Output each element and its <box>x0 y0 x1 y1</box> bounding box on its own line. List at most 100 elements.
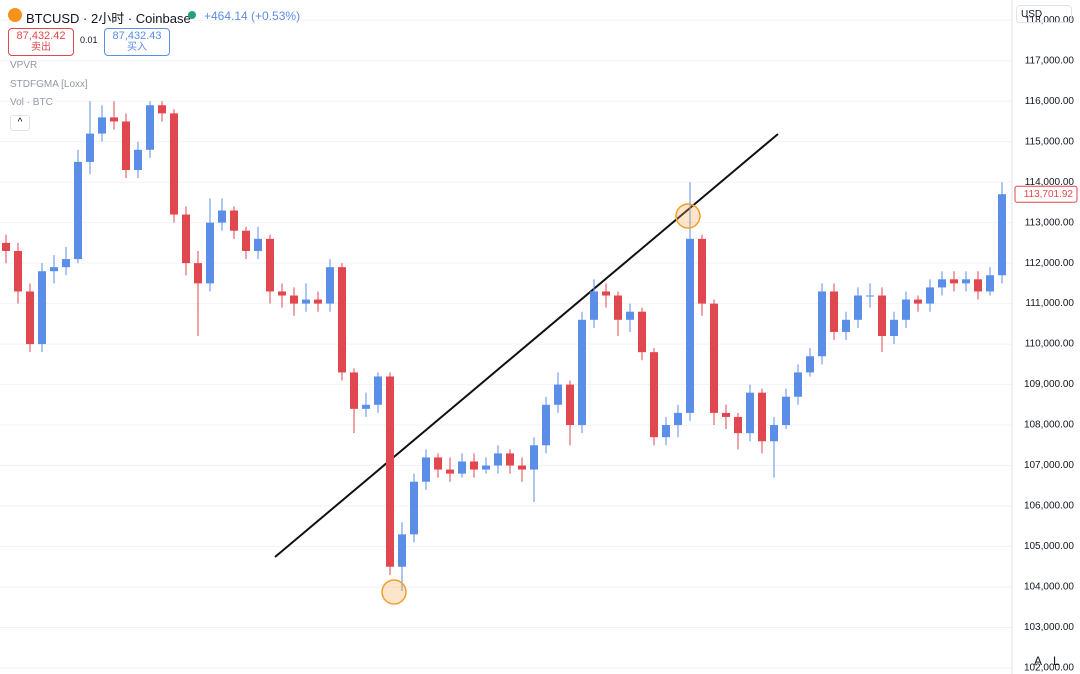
candle-body <box>146 105 154 150</box>
collapse-button[interactable]: ^ <box>10 115 30 131</box>
indicator[interactable]: STDFGMA [Loxx] <box>10 79 88 90</box>
y-tick-label: 113,000.00 <box>1025 217 1075 228</box>
candle-body <box>518 465 526 470</box>
log-button[interactable]: L <box>1053 654 1060 668</box>
candle-body <box>638 311 646 353</box>
last-price-tag <box>1014 185 1078 203</box>
candle-body <box>890 319 898 336</box>
candle-body <box>206 222 214 284</box>
buy-label: 买入 <box>127 42 147 53</box>
trend-line <box>274 133 779 558</box>
candle-body <box>50 267 58 272</box>
candle-body <box>422 457 430 482</box>
candle-body <box>830 291 838 332</box>
y-tick-label: 111,000.00 <box>1025 298 1074 309</box>
candle-body <box>314 299 322 304</box>
candle-body <box>194 263 202 284</box>
candle-body <box>86 133 94 162</box>
candle-body <box>158 105 166 114</box>
candle-body <box>134 149 142 171</box>
y-tick-label: 118,000.00 <box>1025 15 1075 26</box>
candle-body <box>578 319 586 426</box>
candle-body <box>770 425 778 442</box>
candle-body <box>182 214 190 264</box>
candle-body <box>686 238 694 413</box>
candle-body <box>110 117 118 122</box>
candle-body <box>902 299 910 320</box>
buy-button[interactable]: 87,432.43 买入 <box>104 28 170 56</box>
symbol[interactable]: BTCUSD · 2小时 · Coinbase <box>26 11 191 26</box>
candle-body <box>482 465 490 470</box>
candle-body <box>566 384 574 426</box>
candle-body <box>662 425 670 438</box>
candle-body <box>866 295 874 297</box>
candle-body <box>974 279 982 292</box>
y-tick-label: 114,000.00 <box>1025 177 1075 188</box>
candle-body <box>554 384 562 405</box>
candle-body <box>914 299 922 304</box>
candle-body <box>98 117 106 134</box>
candle-body <box>254 238 262 251</box>
candle-body <box>374 376 382 405</box>
candle-body <box>962 279 970 284</box>
candle-body <box>62 259 70 268</box>
candle-body <box>326 267 334 304</box>
status-dot <box>188 11 196 19</box>
change: +464.14 (+0.53%) <box>204 9 301 23</box>
candle-body <box>842 319 850 332</box>
candle-body <box>530 445 538 470</box>
indicator[interactable]: Vol · BTC <box>10 97 53 108</box>
candle-body <box>170 113 178 215</box>
y-tick-label: 108,000.00 <box>1024 420 1074 431</box>
candle-body <box>878 295 886 336</box>
sell-button[interactable]: 87,432.42 卖出 <box>8 28 74 56</box>
highlight-circle <box>675 203 701 229</box>
y-tick-label: 117,000.00 <box>1025 55 1075 66</box>
candle-body <box>278 291 286 296</box>
candle-body <box>626 311 634 320</box>
y-tick-label: 107,000.00 <box>1024 460 1074 471</box>
candle-body <box>350 372 358 409</box>
candle-body <box>362 404 370 409</box>
candle-body <box>218 210 226 223</box>
candle-body <box>698 238 706 304</box>
candle-body <box>38 271 46 345</box>
candle-body <box>854 295 862 320</box>
candle-body <box>506 453 514 466</box>
spread: 0.01 <box>80 35 98 45</box>
last-price-label: 113,701.92 <box>1024 189 1074 200</box>
auto-button[interactable]: A <box>1034 654 1043 668</box>
candle-body <box>590 291 598 320</box>
y-tick-label: 103,000.00 <box>1024 622 1074 633</box>
candle-body <box>710 303 718 413</box>
candle-body <box>458 461 466 474</box>
candle-body <box>950 279 958 284</box>
candle-body <box>674 412 682 426</box>
y-tick-label: 104,000.00 <box>1024 582 1074 593</box>
y-tick-label: 105,000.00 <box>1024 541 1074 552</box>
candle-body <box>986 275 994 292</box>
y-tick-label: 112,000.00 <box>1025 258 1075 269</box>
y-tick-label: 116,000.00 <box>1025 96 1075 107</box>
sell-price: 87,432.42 <box>16 30 66 42</box>
candle-body <box>410 481 418 535</box>
candle-body <box>650 352 658 438</box>
y-tick-label: 106,000.00 <box>1024 501 1074 512</box>
currency-button[interactable]: USD <box>1016 5 1072 23</box>
candle-body <box>338 267 346 373</box>
y-tick-label: 109,000.00 <box>1024 379 1074 390</box>
y-tick-label: 110,000.00 <box>1025 339 1075 350</box>
candle-body <box>494 453 502 466</box>
candle-body <box>2 242 10 251</box>
sell-label: 卖出 <box>31 42 51 53</box>
candle-body <box>230 210 238 231</box>
candle-body <box>722 412 730 417</box>
candle-body <box>746 392 754 434</box>
highlight-circle <box>381 579 407 605</box>
candle-body <box>542 404 550 446</box>
candle-body <box>74 161 82 260</box>
candle-body <box>14 250 22 292</box>
indicator[interactable]: VPVR <box>10 60 38 71</box>
